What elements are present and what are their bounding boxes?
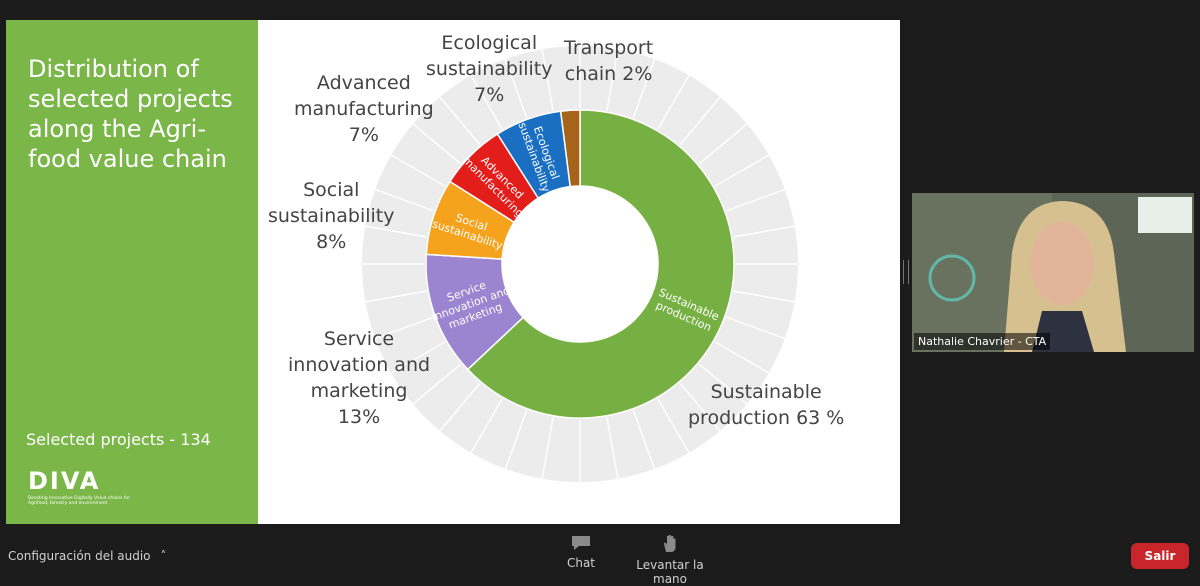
participant-video[interactable]: Nathalie Chavrier - CTA [912, 193, 1194, 352]
label-line: chain 2% [564, 63, 653, 85]
label-line: Service [323, 328, 395, 350]
audio-settings-label: Configuración del audio [8, 549, 151, 563]
ring-divider [606, 49, 619, 111]
ring-divider [726, 188, 786, 212]
ring-divider [679, 96, 721, 145]
label-line: production 63 % [688, 407, 845, 429]
ring-divider [365, 225, 427, 238]
label-line: 7% [348, 124, 379, 146]
label-line: Advanced [316, 72, 411, 94]
raise-hand-label: Levantar la mano [636, 558, 704, 586]
raise-hand-icon [664, 534, 676, 552]
chat-label: Chat [566, 556, 596, 570]
donut-hole [502, 186, 658, 342]
ring-divider [632, 58, 656, 118]
participant-name: Nathalie Chavrier - CTA [914, 333, 1051, 350]
ring-divider [632, 410, 656, 470]
label-line: 7% [474, 84, 505, 106]
label-line: sustainability [268, 205, 395, 227]
label-line: Social [303, 179, 360, 201]
label-advanced-manufacturing: Advanced manufacturing 7% [294, 70, 434, 148]
ring-divider [412, 363, 461, 405]
ring-divider [470, 74, 503, 130]
ring-divider [679, 383, 721, 432]
label-line: Transport [564, 37, 654, 59]
ring-divider [470, 398, 503, 454]
outer-ring-dividers [362, 46, 798, 482]
slide-left-panel: Distribution of selected projects along … [6, 20, 258, 524]
donut-slices [425, 109, 735, 419]
leave-button[interactable]: Salir [1131, 543, 1189, 569]
ring-divider [374, 316, 434, 340]
label-line: marketing [310, 380, 408, 402]
diva-logo: DIVA Boosting Innovative Digitally Value… [28, 468, 148, 510]
label-line: 8% [316, 231, 347, 253]
ring-divider [714, 154, 770, 187]
ring-divider [439, 383, 481, 432]
ring-divider [412, 123, 461, 165]
ring-divider [390, 341, 446, 374]
slide-title: Distribution of selected projects along … [28, 55, 233, 173]
ring-divider [439, 96, 481, 145]
ring-divider [374, 188, 434, 212]
label-line: innovation and [288, 354, 431, 376]
logo-tagline: Boosting Innovative Digitally Value chai… [28, 496, 131, 506]
label-social-sustainability: Social sustainability 8% [268, 177, 395, 255]
ring-divider [726, 316, 786, 340]
ring-divider [390, 154, 446, 187]
ring-divider [733, 225, 795, 238]
chevron-up-icon: ˄ [160, 549, 167, 563]
chat-button[interactable]: Chat [558, 534, 604, 570]
ring-divider [541, 417, 554, 479]
ring-divider [541, 49, 554, 111]
ring-divider [504, 58, 528, 118]
label-line: sustainability [426, 58, 553, 80]
label-line: 13% [337, 406, 381, 428]
audio-settings-button[interactable]: Configuración del audio ˄ [8, 549, 166, 563]
raise-hand-button[interactable]: Levantar la mano [620, 534, 720, 586]
shared-screen-slide: Distribution of selected projects along … [6, 20, 900, 524]
ring-divider [504, 410, 528, 470]
label-transport-chain: Transport chain 2% [564, 35, 653, 87]
label-line: Ecological [441, 32, 538, 54]
ring-divider [714, 341, 770, 374]
selected-projects-count: Selected projects - 134 [26, 430, 211, 449]
label-line: Sustainable [710, 381, 822, 403]
label-ecological-sustainability: Ecological sustainability 7% [426, 30, 553, 108]
label-sustainable-production: Sustainable production 63 % [688, 379, 844, 431]
label-service-innovation: Service innovation and marketing 13% [288, 326, 430, 430]
ring-divider [699, 363, 748, 405]
ring-divider [365, 290, 427, 303]
panel-splitter-handle[interactable] [903, 260, 909, 284]
participant-video-image [912, 193, 1194, 352]
label-line: manufacturing [294, 98, 434, 120]
chat-icon [572, 536, 590, 550]
ring-divider [733, 290, 795, 303]
meeting-toolbar: Configuración del audio ˄ Chat Levantar … [0, 530, 1200, 586]
ring-divider [657, 398, 690, 454]
ring-divider [699, 123, 748, 165]
ring-divider [657, 74, 690, 130]
logo-text: DIVA [28, 467, 101, 495]
ring-divider [606, 417, 619, 479]
